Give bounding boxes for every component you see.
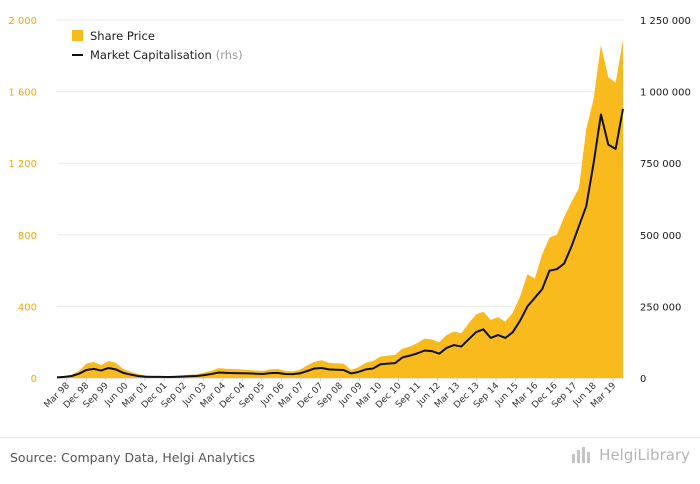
left-axis-tick-label: 2 000 [8,16,37,27]
legend-share-price-label: Share Price [90,29,155,43]
left-axis-tick-label: 0 [31,374,37,385]
legend-market-cap-text: Market Capitalisation (rhs) [90,48,243,62]
left-axis-ticks: 0 400 800 1 200 1 600 2 000 [8,16,37,385]
footer: Source: Company Data, Helgi Analytics He… [0,437,700,484]
right-axis-tick-label: 750 000 [640,159,681,170]
market-cap-line-layer [56,108,624,379]
legend-share-price-swatch [72,30,83,41]
left-axis-tick-label: 800 [18,231,37,242]
library-building-icon [572,447,591,463]
share-price-area-layer [57,39,623,378]
right-axis-tick-label: 250 000 [640,302,681,313]
right-axis-tick-label: 0 [640,374,646,385]
left-axis-tick-label: 1 600 [8,88,37,99]
left-axis-tick-label: 400 [18,302,37,313]
right-axis-tick-label: 1 250 000 [640,16,691,27]
source-note: Source: Company Data, Helgi Analytics [10,450,256,465]
share-price-area [57,39,623,378]
logo-text: HelgiLibrary [599,446,690,464]
right-axis-tick-label: 500 000 [640,231,681,242]
chart: 0 400 800 1 200 1 600 2 000 0 250 000 500 000 75… [8,16,691,411]
helgi-library-logo: HelgiLibrary [571,446,690,464]
legend: Share Price Market Capitalisation (rhs) [72,29,243,62]
left-axis-tick-label: 1 200 [8,159,37,170]
right-axis-tick-label: 1 000 000 [640,88,691,99]
legend-market-cap-unit: (rhs) [216,48,243,62]
market-cap-line [56,108,624,379]
right-axis-ticks: 0 250 000 500 000 750 000 1 000 000 1 250 000 [640,16,691,385]
legend-market-cap-label: Market Capitalisation [90,48,212,62]
